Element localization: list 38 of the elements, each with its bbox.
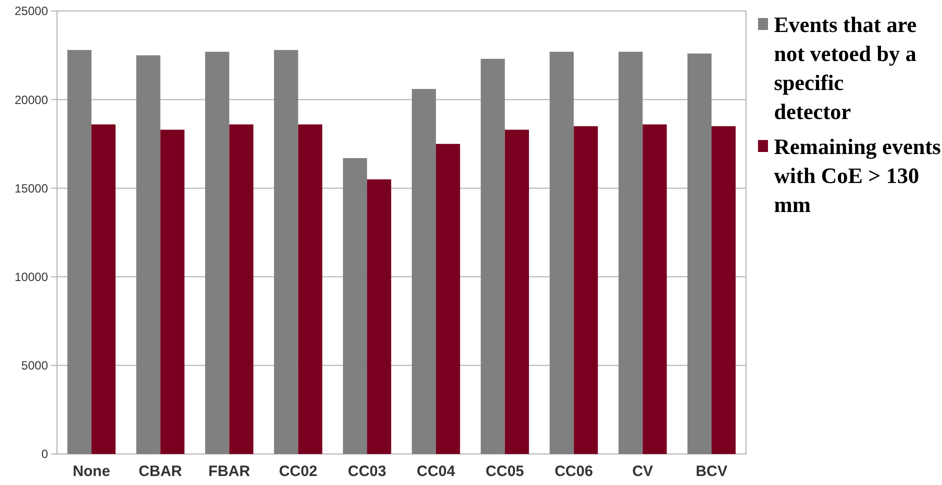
x-tick-label: CBAR <box>138 463 182 480</box>
x-tick-label: CC06 <box>554 463 593 480</box>
bar <box>618 52 643 454</box>
bar <box>229 124 254 454</box>
bar <box>160 130 184 454</box>
y-tick-label: 15000 <box>14 181 48 196</box>
legend-label: Remaining events with CoE > 130 mm <box>774 134 942 217</box>
bar <box>642 124 667 454</box>
bar <box>91 124 116 454</box>
bar <box>687 54 712 454</box>
bar <box>550 52 574 454</box>
x-tick-label: CC02 <box>278 463 318 480</box>
bar <box>412 88 436 454</box>
x-tick-label: CC03 <box>348 463 386 480</box>
x-tick-label: None <box>72 463 110 480</box>
bar <box>274 50 298 454</box>
bar <box>436 144 460 454</box>
bar <box>298 124 322 454</box>
bar <box>136 55 160 454</box>
x-tick-label: CC04 <box>416 463 456 480</box>
x-tick-label: FBAR <box>208 463 250 480</box>
legend-label: Events that are not vetoed by a specific detector <box>774 12 917 124</box>
y-tick-label: 20000 <box>14 92 48 107</box>
bar <box>342 158 368 454</box>
y-tick-label: 5000 <box>21 358 48 373</box>
y-tick-label: 10000 <box>14 270 48 284</box>
y-tick-label: 25000 <box>14 4 48 18</box>
y-tick-label: 0 <box>41 447 48 462</box>
bar <box>480 58 505 454</box>
bar <box>367 179 392 454</box>
bar <box>712 126 736 454</box>
x-tick-label: BCV <box>696 463 728 480</box>
bar <box>205 52 230 454</box>
bar <box>504 130 529 454</box>
bar <box>574 126 598 454</box>
bar <box>67 50 92 454</box>
x-tick-label: CV <box>632 463 654 480</box>
x-tick-label: CC05 <box>486 463 524 480</box>
